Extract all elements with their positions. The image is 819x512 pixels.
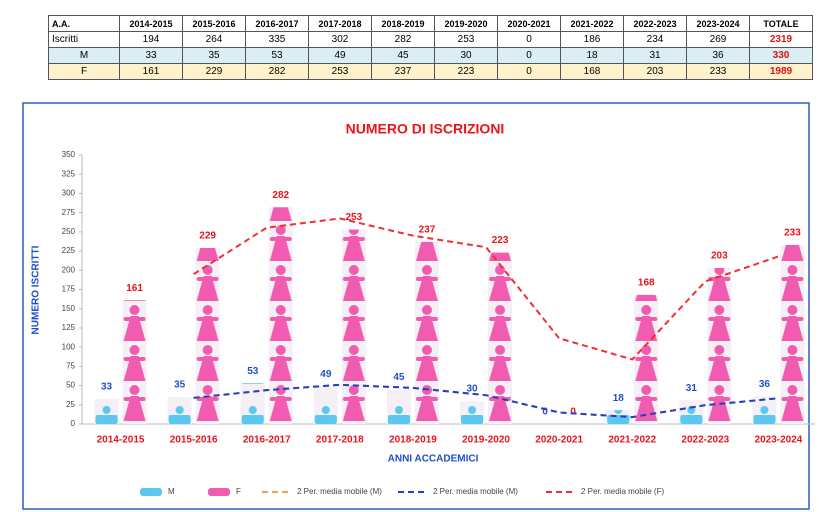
table-cell: 1989 [749, 63, 813, 80]
bar [94, 398, 119, 424]
table-cell: 0 [497, 63, 561, 80]
x-tick-label: 2019-2020 [462, 435, 510, 446]
legend-label: M [168, 487, 175, 496]
table-cell: 2319 [749, 31, 813, 48]
bar [488, 252, 513, 424]
y-tick-label: 250 [62, 227, 76, 236]
table-row: Iscritti 194 264 335 302 282 253 0 186 234 269 2319 [48, 31, 813, 48]
y-tick-label: 350 [62, 150, 76, 159]
y-tick-label: 75 [66, 361, 75, 370]
table-cell: 49 [308, 47, 372, 64]
bar [341, 229, 366, 424]
y-tick-label: 0 [71, 419, 76, 428]
data-label: 49 [320, 369, 332, 380]
moving-average-line [193, 383, 779, 419]
bar [414, 241, 439, 424]
bar [780, 244, 805, 424]
table-cell: 229 [182, 63, 246, 80]
legend-label: 2 Per. media mobile (M) [297, 487, 382, 496]
data-label: 237 [419, 224, 436, 235]
x-tick-label: 2014-2015 [97, 435, 145, 446]
table-row: M 33 35 53 49 45 30 0 18 31 36 330 [48, 47, 813, 64]
table-cell: 203 [623, 63, 687, 80]
legend-swatch [208, 488, 230, 496]
bar [634, 294, 659, 424]
y-tick-label: 200 [62, 265, 76, 274]
table-row: A.A. 2014-2015 2015-2016 2016-2017 2017-2018… [48, 15, 813, 32]
data-label: 168 [638, 278, 655, 289]
data-label: 53 [247, 366, 259, 377]
table-row: F 161 229 282 253 237 223 0 168 203 233 1989 [48, 63, 813, 80]
legend-label: F [236, 487, 241, 496]
y-tick-label: 150 [62, 304, 76, 313]
x-tick-label: 2017-2018 [316, 435, 364, 446]
y-tick-label: 50 [66, 381, 75, 390]
bar [313, 386, 338, 424]
legend-label: 2 Per. media mobile (F) [581, 487, 664, 496]
bar [167, 397, 192, 424]
y-tick-label: 175 [62, 285, 76, 294]
chart-border [22, 102, 810, 510]
data-label: 0 [542, 407, 548, 418]
y-tick-label: 100 [62, 342, 76, 351]
table-cell: 223 [434, 63, 498, 80]
bar [752, 396, 777, 424]
data-table: A.A. 2014-2015 2015-2016 2016-2017 2017-2018… [48, 15, 813, 80]
x-tick-label: 2015-2016 [170, 435, 218, 446]
moving-average-line [193, 217, 779, 361]
legend-label: 2 Per. media mobile (M) [433, 487, 518, 496]
y-tick-label: 25 [66, 400, 75, 409]
x-tick-label: 2021-2022 [608, 435, 656, 446]
data-label: 282 [272, 190, 289, 201]
y-tick-label: 300 [62, 189, 76, 198]
bar [386, 389, 411, 424]
chart-title: NUMERO DI ISCRIZIONI [346, 121, 505, 137]
table-cell: 31 [623, 47, 687, 64]
bar [606, 410, 631, 424]
data-label: 35 [174, 380, 186, 391]
data-label: 203 [711, 251, 728, 262]
data-label: 229 [199, 231, 216, 242]
x-tick-label: 2020-2021 [535, 435, 583, 446]
x-axis-title: ANNI ACCADEMICI [388, 454, 479, 465]
bar [240, 383, 265, 424]
legend-swatch [140, 488, 162, 496]
y-tick-label: 125 [62, 323, 76, 332]
x-tick-label: 2022-2023 [681, 435, 729, 446]
table-cell: 0 [497, 47, 561, 64]
table-cell: 282 [245, 63, 309, 80]
data-label: 161 [126, 283, 143, 294]
data-label: 36 [759, 379, 771, 390]
data-label: 18 [613, 393, 625, 404]
y-tick-label: 325 [62, 169, 76, 178]
bar [679, 400, 704, 424]
data-label: 223 [492, 235, 509, 246]
data-label: 0 [570, 407, 576, 418]
data-label: 30 [466, 384, 478, 395]
x-tick-label: 2023-2024 [755, 435, 803, 446]
table-cell: 233 [686, 63, 750, 80]
bar [707, 267, 732, 424]
table-cell: 35 [182, 47, 246, 64]
y-tick-label: 275 [62, 208, 76, 217]
data-label: 45 [393, 372, 405, 383]
y-tick-label: 225 [62, 246, 76, 255]
x-tick-label: 2016-2017 [243, 435, 291, 446]
bar [122, 300, 147, 424]
table-cell: M [48, 47, 120, 64]
table-cell: 237 [371, 63, 435, 80]
bar [268, 207, 293, 424]
data-label: 33 [101, 381, 113, 392]
table-cell: 253 [308, 63, 372, 80]
data-label: 31 [686, 383, 698, 394]
x-tick-label: 2018-2019 [389, 435, 437, 446]
y-axis-title: NUMERO ISCRITTI [31, 245, 42, 334]
data-label: 233 [784, 228, 801, 239]
data-label: 253 [346, 212, 363, 223]
bar [460, 400, 485, 424]
